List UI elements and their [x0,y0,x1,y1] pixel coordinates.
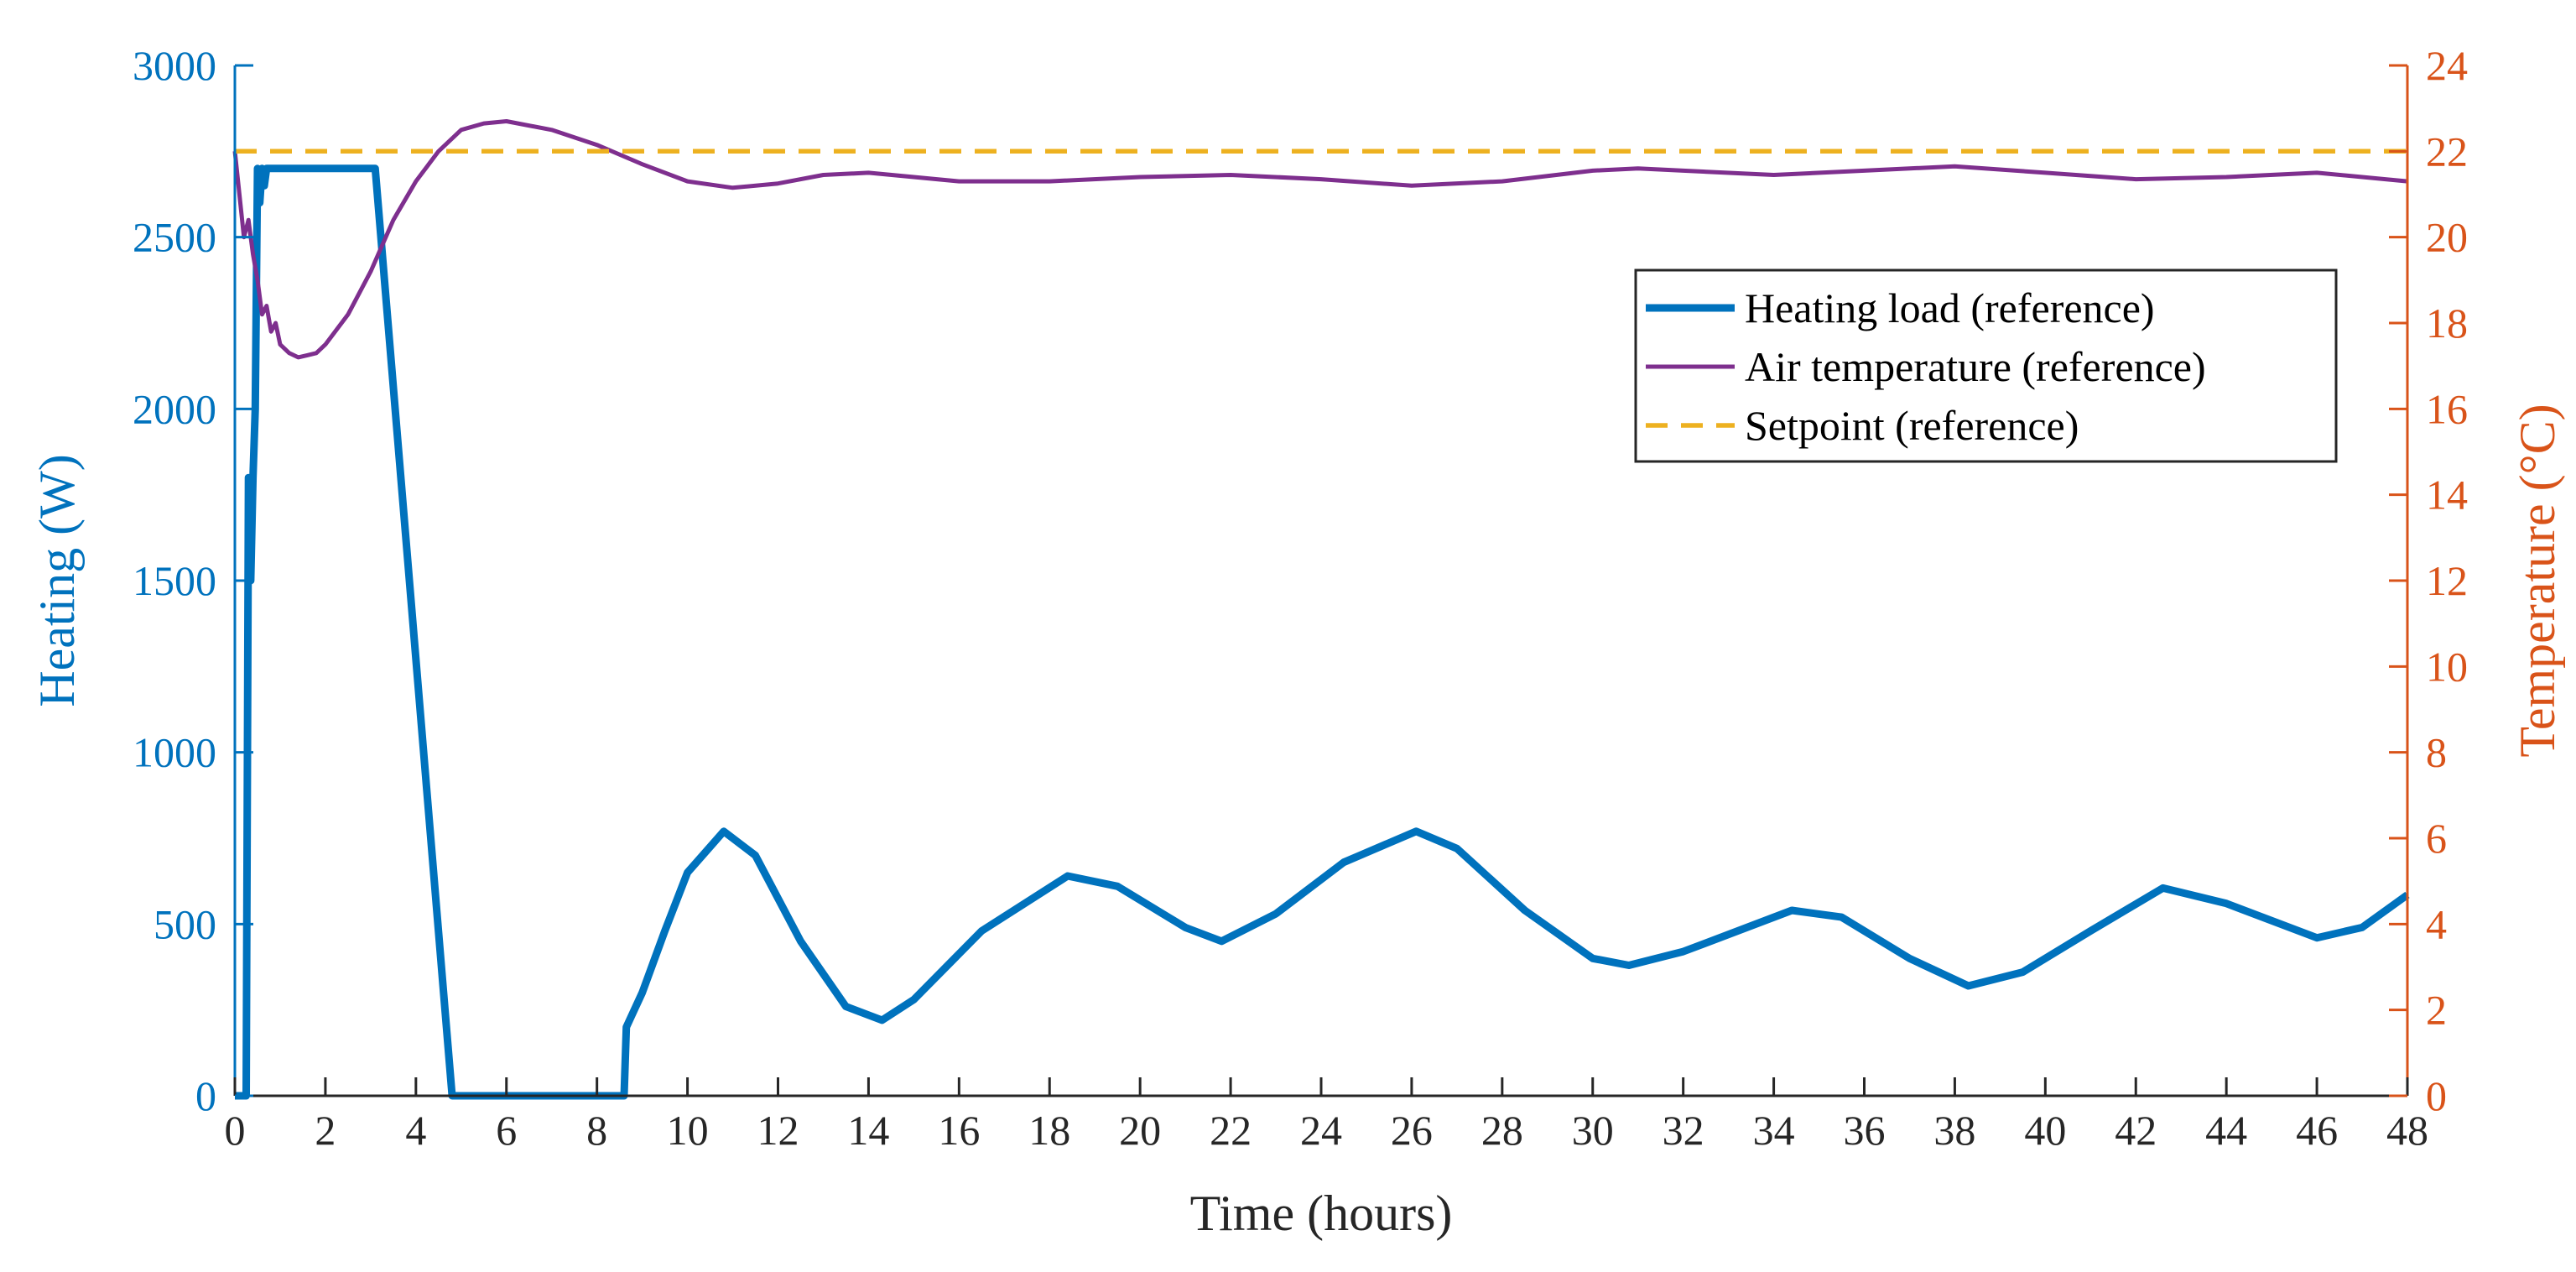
y-right-tick-label: 24 [2426,42,2468,89]
x-tick-label: 26 [1391,1107,1433,1154]
y-right-tick-label: 18 [2426,300,2468,347]
x-tick-label: 18 [1028,1107,1070,1154]
y-right-tick-label: 10 [2426,643,2468,690]
y-right-tick-label: 4 [2426,900,2447,947]
y-right-tick-label: 16 [2426,385,2468,432]
x-tick-label: 8 [586,1107,607,1154]
x-tick-label: 6 [496,1107,517,1154]
x-tick-label: 12 [757,1107,799,1154]
y-left-axis-label: Heating (W) [29,454,85,707]
x-tick-label: 38 [1933,1107,1975,1154]
x-tick-label: 30 [1572,1107,1614,1154]
x-tick-label: 2 [315,1107,336,1154]
legend-box [1634,268,2338,463]
y-left-tick-label: 1000 [133,729,216,776]
y-left-tick-label: 3000 [133,42,216,89]
y-right-tick-label: 22 [2426,128,2468,175]
x-tick-label: 46 [2296,1107,2338,1154]
x-tick-label: 32 [1663,1107,1704,1154]
x-tick-label: 14 [847,1107,889,1154]
x-tick-label: 34 [1753,1107,1795,1154]
series-line-heating-load [235,164,2410,1100]
x-tick-label: 42 [2115,1107,2157,1154]
y-right-tick-label: 14 [2426,472,2468,519]
y-right-tick-label: 0 [2426,1072,2447,1119]
y-left-tick-label: 0 [195,1072,216,1119]
x-tick-label: 22 [1210,1107,1252,1154]
y-left-tick-label: 1500 [133,557,216,604]
x-axis-label: Time (hours) [1190,1186,1453,1241]
y-right-axis-label: Temperature (°C) [2510,404,2565,757]
x-tick-label: 36 [1844,1107,1886,1154]
y-left-tick-label: 2000 [133,385,216,432]
legend-label: Setpoint (reference) [1745,402,2079,449]
axes: 0 2 4 6 8 10 12 14 16 18 20 22 24 26 28 30 32 34 36 38 40 42 4… [29,42,2565,1241]
x-tick-label: 0 [225,1107,246,1154]
x-tick-label: 10 [667,1107,709,1154]
legend-label: Air temperature (reference) [1745,343,2206,390]
y-left-tick-label: 500 [154,900,216,947]
x-tick-label: 48 [2386,1107,2428,1154]
x-tick-label: 16 [938,1107,980,1154]
y-right-tick-label: 6 [2426,815,2447,862]
x-tick-label: 44 [2205,1107,2247,1154]
x-tick-label: 4 [405,1107,426,1154]
x-tick-label: 24 [1300,1107,1342,1154]
y-right-tick-label: 20 [2426,214,2468,261]
series-line-air-temperature [232,119,2408,360]
x-tick-label: 40 [2024,1107,2066,1154]
y-right-tick-label: 12 [2426,557,2468,604]
legend: Heating load (reference) Air temperature … [1634,268,2338,463]
legend-label: Heating load (reference) [1745,284,2155,331]
x-tick-label: 28 [1481,1107,1523,1154]
series-layer [232,119,2410,1100]
x-tick-label: 20 [1119,1107,1161,1154]
y-left-tick-label: 2500 [133,214,216,261]
y-right-tick-label: 2 [2426,987,2447,1034]
y-right-tick-label: 8 [2426,729,2447,776]
